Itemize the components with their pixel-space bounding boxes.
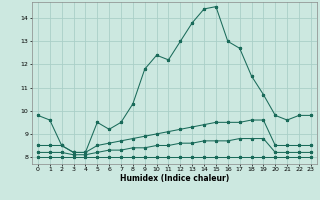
X-axis label: Humidex (Indice chaleur): Humidex (Indice chaleur) xyxy=(120,174,229,183)
